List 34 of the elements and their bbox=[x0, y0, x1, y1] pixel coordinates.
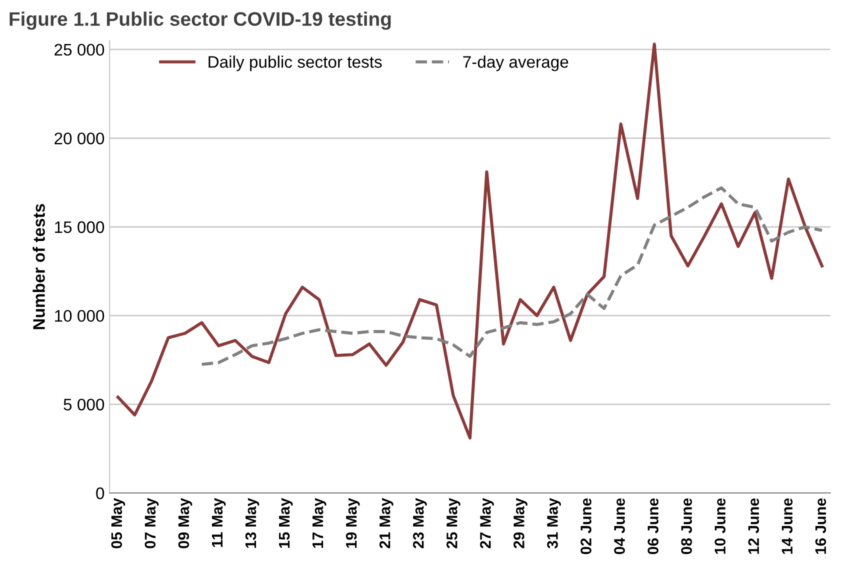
y-tick-label: 0 bbox=[96, 487, 104, 500]
line-series bbox=[200, 186, 824, 366]
y-axis-title: Number of tests bbox=[32, 204, 45, 330]
x-tick-label: 08 June bbox=[681, 498, 692, 554]
legend-label: Daily public sector tests bbox=[208, 56, 382, 72]
x-tick-label: 16 June bbox=[815, 498, 826, 554]
legend-label: 7-day average bbox=[463, 56, 568, 72]
x-tick-label: 21 May bbox=[379, 498, 394, 548]
x-tick-label: 06 June bbox=[648, 498, 658, 554]
line-series bbox=[116, 42, 824, 440]
x-tick-label: 14 June bbox=[782, 498, 793, 554]
x-tick-label: 02 June bbox=[580, 498, 592, 554]
x-tick-label: 11 May bbox=[212, 498, 226, 548]
x-tick-label: 04 June bbox=[614, 498, 625, 554]
x-tick-label: 05 May bbox=[111, 498, 126, 548]
y-tick-label: 10 000 bbox=[55, 310, 104, 322]
y-tick-label: 15 000 bbox=[55, 221, 104, 234]
x-tick-label: 29 May bbox=[514, 498, 528, 548]
x-tick-label: 27 May bbox=[480, 498, 494, 548]
x-tick-label: 25 May bbox=[446, 498, 460, 548]
x-tick-label: 17 May bbox=[312, 498, 326, 548]
x-tick-label: 09 May bbox=[178, 498, 192, 548]
x-tick-label: 10 June bbox=[714, 498, 726, 554]
x-tick-label: 23 May bbox=[412, 498, 427, 548]
x-tick-label: 15 May bbox=[279, 498, 293, 548]
y-tick-label: 25 000 bbox=[54, 44, 104, 56]
chart-title: Figure 1.1 Public sector COVID-19 testing bbox=[10, 12, 391, 30]
y-tick-label: 5 000 bbox=[64, 398, 104, 410]
y-tick-label: 20 000 bbox=[54, 132, 104, 144]
x-tick-label: 07 May bbox=[144, 498, 159, 548]
x-tick-label: 13 May bbox=[245, 498, 260, 548]
x-tick-label: 19 May bbox=[346, 498, 360, 548]
x-tick-label: 12 June bbox=[748, 498, 760, 554]
x-tick-label: 31 May bbox=[547, 498, 561, 548]
